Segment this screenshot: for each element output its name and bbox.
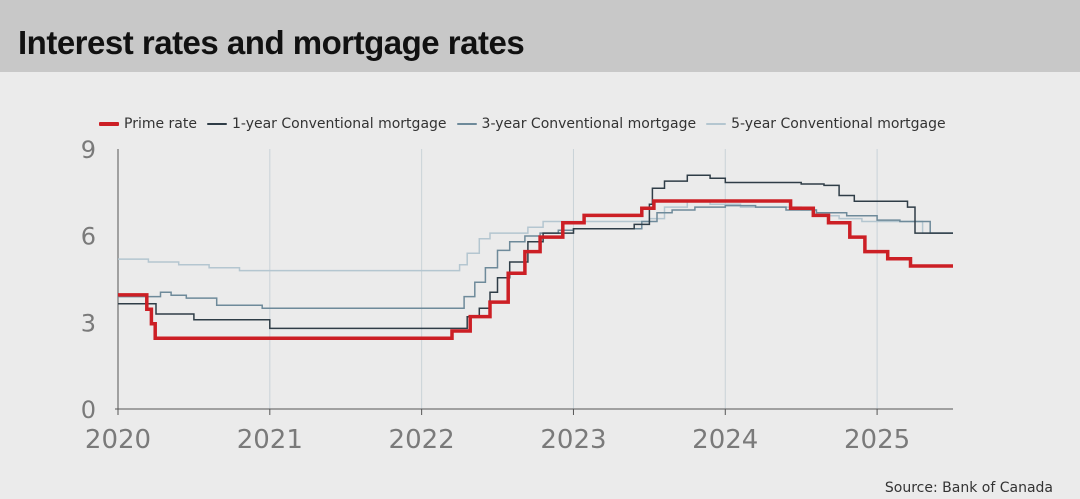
- source-note: Source: Bank of Canada: [884, 480, 1053, 496]
- legend-swatch: [99, 122, 119, 126]
- legend: Prime rate 1-year Conventional mortgage 3-…: [99, 114, 956, 134]
- legend-label: 1-year Conventional mortgage: [231, 116, 447, 132]
- x-tick-label: 2024: [692, 425, 758, 455]
- x-tick-label: 2023: [540, 425, 606, 455]
- series-line-prime-rate: [118, 199, 953, 340]
- legend-item-1-year-conventional-mortgage: 1-year Conventional mortgage: [206, 116, 447, 132]
- legend-item-prime-rate: Prime rate: [99, 116, 197, 132]
- x-tick-label: 2021: [237, 425, 303, 455]
- y-tick-label: 9: [81, 136, 96, 164]
- x-tick-label: 2020: [85, 425, 151, 455]
- legend-swatch: [706, 123, 727, 125]
- legend-item-5-year-conventional-mortgage: 5-year Conventional mortgage: [706, 116, 946, 132]
- legend-label: Prime rate: [124, 116, 197, 132]
- legend-swatch: [206, 123, 227, 125]
- legend-swatch: [456, 123, 477, 125]
- y-tick-label: 6: [81, 223, 96, 251]
- x-tick-label: 2022: [389, 425, 455, 455]
- legend-label: 3-year Conventional mortgage: [481, 116, 697, 132]
- series-line-1-year-conventional-mortgage: [118, 174, 953, 330]
- y-tick-label: 3: [81, 309, 96, 337]
- series-line-3-year-conventional-mortgage: [118, 204, 953, 309]
- chart-title: Interest rates and mortgage rates: [18, 24, 525, 61]
- legend-item-3-year-conventional-mortgage: 3-year Conventional mortgage: [456, 116, 697, 132]
- legend-label: 5-year Conventional mortgage: [731, 116, 946, 132]
- title-bar: [0, 0, 1080, 72]
- x-tick-label: 2025: [844, 425, 910, 455]
- y-tick-label: 0: [81, 396, 96, 424]
